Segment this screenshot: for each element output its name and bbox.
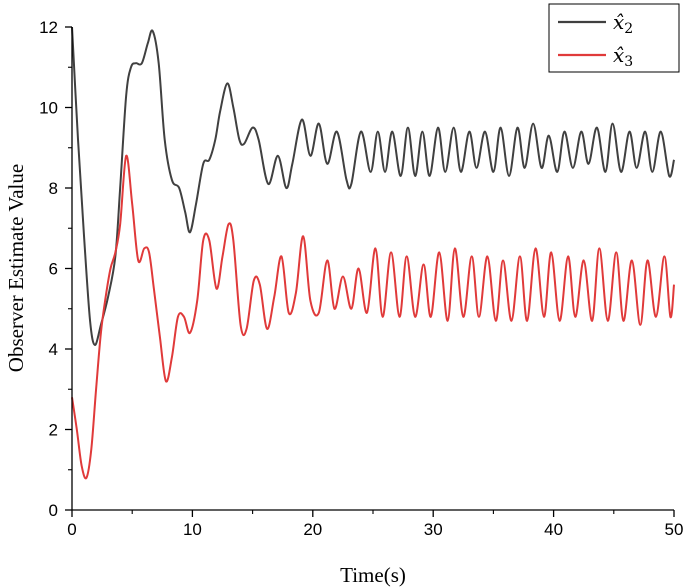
series-line-x2 [71, 26, 675, 346]
x-tick-label-30: 30 [424, 520, 443, 539]
legend-label-x3: x̂3 [613, 43, 633, 70]
y-tick-label-4: 4 [49, 340, 58, 359]
legend-label-x2-name: x̂ [613, 10, 624, 34]
y-tick-label-8: 8 [49, 179, 58, 198]
legend-label-x3-name: x̂ [613, 43, 624, 67]
y-axis-title: Observer Estimate Value [4, 164, 28, 372]
x-tick-label-0: 0 [67, 520, 76, 539]
x-tick-label-10: 10 [183, 520, 202, 539]
series-layer [71, 26, 675, 480]
y-tick-label-0: 0 [49, 501, 58, 520]
x-tick-label-40: 40 [544, 520, 563, 539]
legend: x̂2 x̂3 [548, 3, 680, 73]
x-tick-label-50: 50 [665, 520, 684, 539]
legend-label-x2-subscript: 2 [624, 21, 633, 37]
ticks-layer: 0 10 20 30 40 50 0 2 4 6 8 10 12 [39, 18, 683, 539]
legend-box [548, 3, 680, 73]
x-axis-title: Time(s) [340, 563, 406, 587]
series-line-x3 [71, 154, 675, 480]
y-tick-label-2: 2 [49, 421, 58, 440]
y-tick-label-6: 6 [49, 260, 58, 279]
y-tick-label-10: 10 [39, 99, 58, 118]
legend-label-x3-subscript: 3 [624, 54, 633, 70]
y-tick-label-12: 12 [39, 18, 58, 37]
legend-label-x2: x̂2 [613, 10, 633, 37]
x-tick-label-20: 20 [303, 520, 322, 539]
